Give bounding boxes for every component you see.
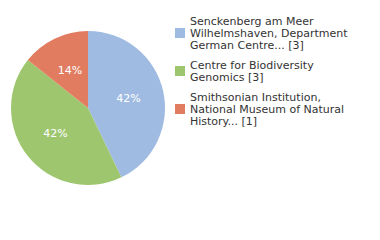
- svg-text:14%: 14%: [58, 64, 82, 77]
- svg-text:History... [1]: History... [1]: [190, 115, 257, 128]
- svg-text:Senckenberg am Meer: Senckenberg am Meer: [190, 14, 317, 28]
- svg-text:German Centre... [3]: German Centre... [3]: [190, 39, 304, 52]
- svg-text:42%: 42%: [116, 92, 140, 105]
- svg-text:National Museum of Natural: National Museum of Natural: [190, 102, 348, 116]
- svg-text:Centre for Biodiversity: Centre for Biodiversity: [190, 58, 318, 72]
- svg-text:Wilhelmshaven, Department: Wilhelmshaven, Department: [190, 26, 351, 40]
- svg-text:Genomics [3]: Genomics [3]: [190, 71, 264, 84]
- svg-text:42%: 42%: [43, 127, 67, 140]
- svg-text:Smithsonian Institution,: Smithsonian Institution,: [190, 90, 325, 104]
